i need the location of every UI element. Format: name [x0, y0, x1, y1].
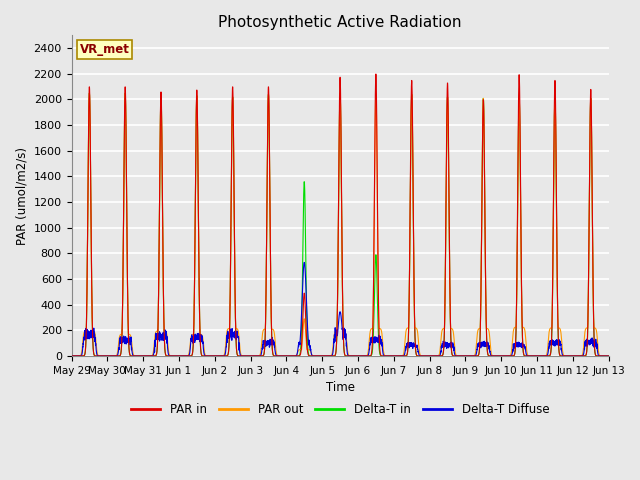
Delta-T Diffuse: [320, 353, 328, 359]
PAR in: [320, 353, 328, 359]
Delta-T in: [320, 353, 328, 359]
PAR out: [318, 353, 326, 359]
PAR in: [283, 353, 291, 359]
Delta-T in: [604, 353, 612, 359]
Delta-T in: [605, 353, 612, 359]
Legend: PAR in, PAR out, Delta-T in, Delta-T Diffuse: PAR in, PAR out, Delta-T in, Delta-T Dif…: [126, 398, 554, 420]
Line: PAR in: PAR in: [72, 74, 609, 356]
PAR out: [461, 353, 468, 359]
PAR out: [320, 353, 328, 359]
PAR out: [605, 353, 612, 359]
PAR out: [86, 90, 93, 96]
Text: VR_met: VR_met: [79, 43, 129, 56]
Line: Delta-T in: Delta-T in: [72, 93, 609, 356]
Delta-T Diffuse: [426, 353, 433, 359]
PAR in: [68, 353, 76, 359]
PAR in: [164, 353, 172, 359]
PAR out: [491, 353, 499, 359]
PAR in: [461, 353, 468, 359]
Delta-T Diffuse: [68, 353, 76, 359]
Delta-T in: [461, 353, 468, 359]
Delta-T Diffuse: [491, 353, 499, 359]
Delta-T in: [491, 353, 499, 359]
PAR in: [372, 71, 380, 77]
Delta-T in: [354, 353, 362, 359]
PAR out: [68, 353, 76, 359]
Delta-T Diffuse: [300, 260, 308, 265]
Delta-T in: [431, 353, 438, 359]
Delta-T Diffuse: [431, 353, 438, 359]
PAR out: [604, 353, 612, 359]
Y-axis label: PAR (umol/m2/s): PAR (umol/m2/s): [15, 147, 28, 245]
PAR in: [604, 353, 612, 359]
Delta-T Diffuse: [605, 353, 612, 359]
PAR in: [491, 353, 499, 359]
Delta-T in: [68, 353, 76, 359]
PAR in: [605, 353, 612, 359]
PAR out: [431, 353, 438, 359]
Delta-T Diffuse: [164, 349, 172, 355]
Delta-T in: [164, 353, 172, 359]
Title: Photosynthetic Active Radiation: Photosynthetic Active Radiation: [218, 15, 462, 30]
PAR in: [431, 353, 438, 359]
PAR out: [164, 345, 172, 350]
Delta-T Diffuse: [604, 353, 612, 359]
Delta-T Diffuse: [461, 353, 468, 359]
Line: Delta-T Diffuse: Delta-T Diffuse: [72, 263, 609, 356]
X-axis label: Time: Time: [326, 381, 355, 394]
Line: PAR out: PAR out: [72, 93, 609, 356]
Delta-T in: [86, 90, 93, 96]
